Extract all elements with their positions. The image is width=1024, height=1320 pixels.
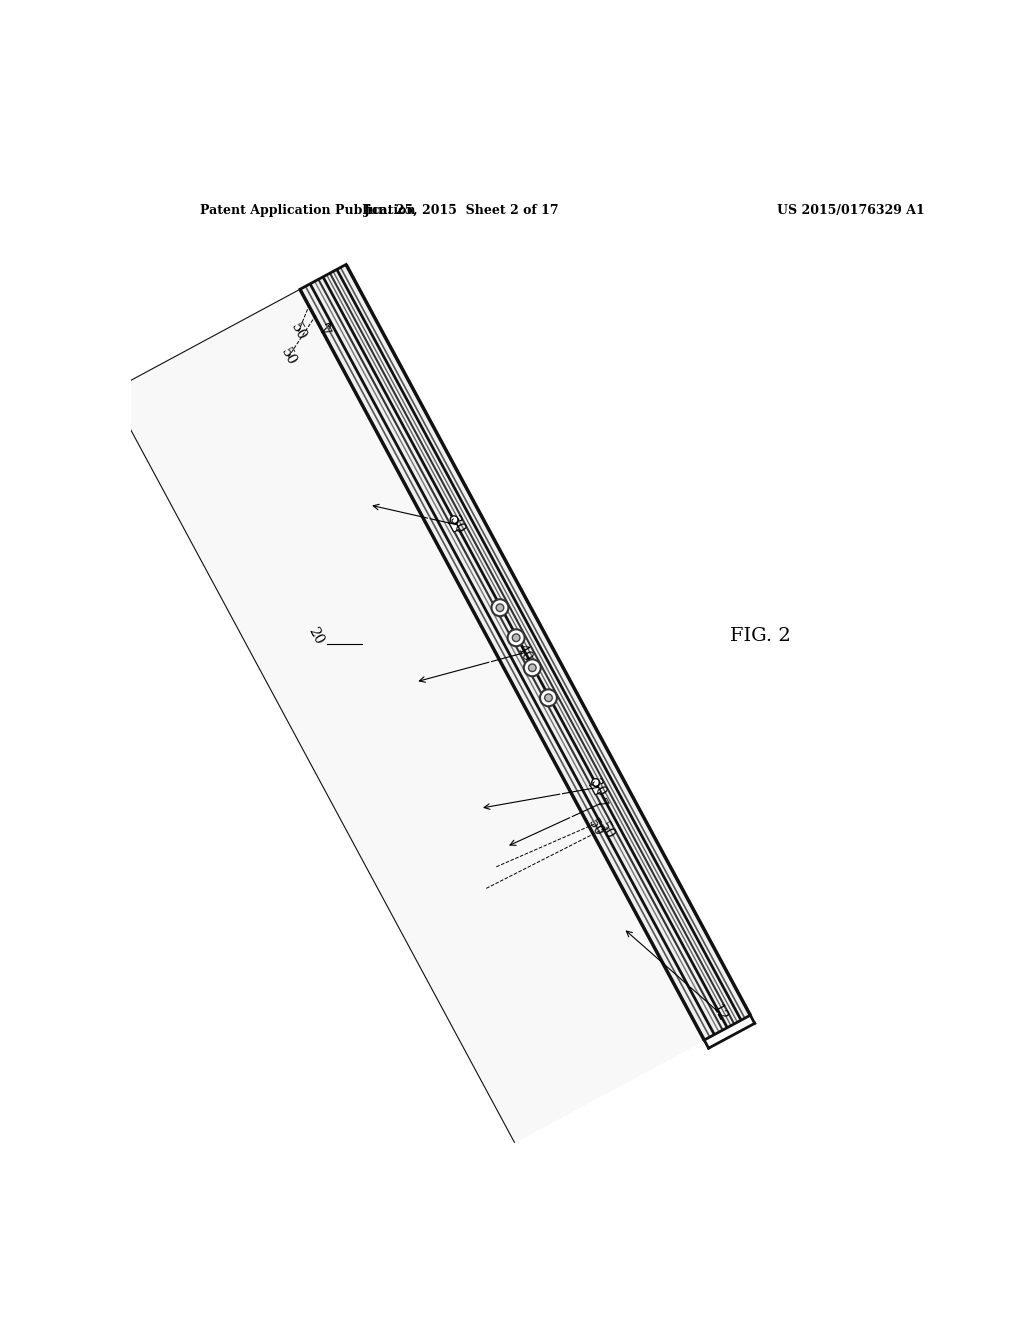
Text: 30: 30 [588, 776, 608, 799]
Text: 50: 50 [279, 346, 299, 368]
Circle shape [524, 659, 541, 676]
Text: Jun. 25, 2015  Sheet 2 of 17: Jun. 25, 2015 Sheet 2 of 17 [364, 205, 559, 218]
Circle shape [540, 689, 557, 706]
Circle shape [497, 605, 504, 611]
Text: 40: 40 [514, 642, 535, 664]
Circle shape [512, 634, 520, 642]
Text: 20: 20 [305, 624, 326, 647]
Text: FIG. 2: FIG. 2 [730, 627, 791, 644]
Text: US 2015/0176329 A1: US 2015/0176329 A1 [777, 205, 925, 218]
Text: 7: 7 [314, 325, 332, 339]
Polygon shape [300, 264, 751, 1040]
Text: 50: 50 [288, 321, 308, 343]
Polygon shape [590, 783, 601, 795]
Polygon shape [111, 289, 705, 1142]
Circle shape [528, 664, 537, 672]
Text: 7: 7 [592, 796, 609, 810]
Text: 30: 30 [446, 513, 467, 536]
Circle shape [451, 516, 458, 524]
Text: Patent Application Publication: Patent Application Publication [200, 205, 416, 218]
Text: 50: 50 [586, 816, 606, 838]
Text: 50: 50 [596, 820, 616, 842]
Circle shape [592, 779, 599, 787]
Circle shape [508, 630, 524, 647]
Circle shape [545, 694, 552, 702]
Text: 12: 12 [709, 1002, 729, 1024]
Circle shape [492, 599, 509, 616]
Polygon shape [449, 520, 460, 532]
